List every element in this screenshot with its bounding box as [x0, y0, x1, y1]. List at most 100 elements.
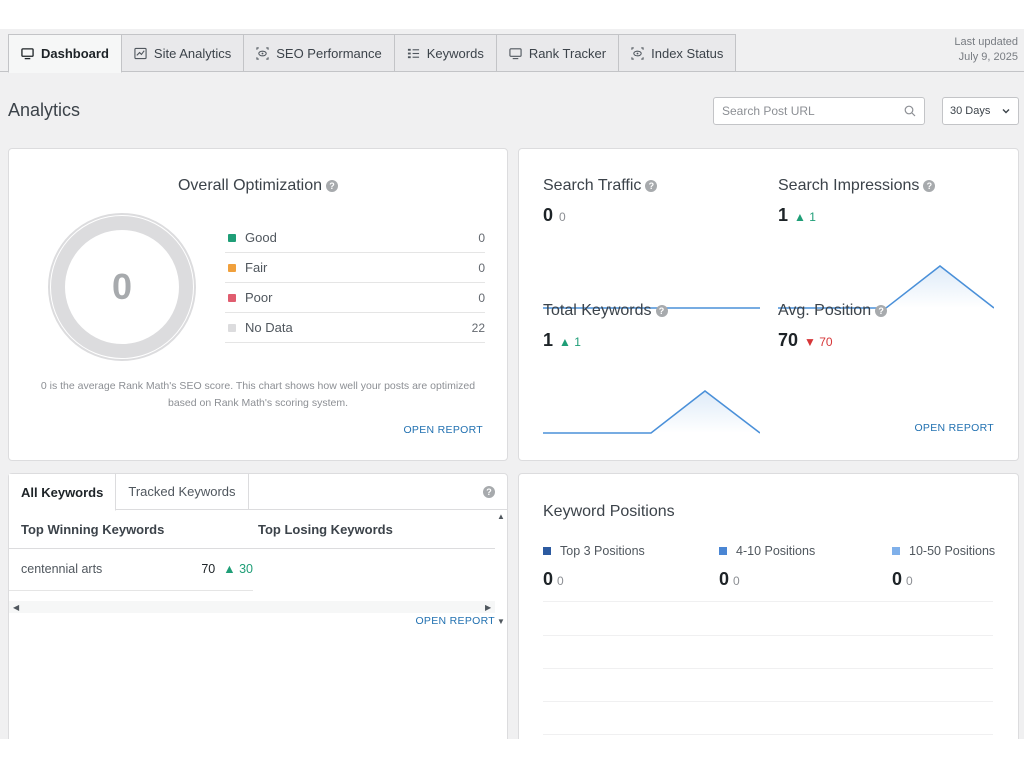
last-updated-label: Last updated	[954, 36, 1018, 48]
optimization-title-text: Overall Optimization	[177, 177, 323, 194]
eye-icon	[256, 46, 269, 60]
monitor-icon	[21, 48, 34, 60]
tab-keywords[interactable]: Keywords	[394, 34, 497, 72]
legend-swatch	[719, 547, 727, 555]
period-select[interactable]: 30 Days	[942, 97, 1019, 125]
scroll-down-icon[interactable]: ▼	[497, 617, 505, 626]
stat-value: 1	[778, 205, 789, 225]
search-box[interactable]	[713, 97, 925, 125]
stat-sub: 0	[559, 210, 566, 224]
stat-change: 1	[809, 210, 816, 224]
legend-swatch	[892, 547, 900, 555]
help-icon[interactable]: ?	[326, 179, 339, 192]
stat-total-keywords: Total Keywords? 1 ▲ 1	[543, 302, 763, 351]
legend-swatch	[228, 323, 236, 332]
horizontal-scrollbar[interactable]: ◀ ▶	[9, 601, 495, 613]
legend-item-poor: Poor 0	[225, 283, 485, 313]
stat-title: Search Traffic	[543, 177, 642, 194]
stat-value: 70	[778, 330, 799, 350]
list-icon	[407, 48, 419, 58]
score-donut	[48, 213, 196, 361]
tab-bar: Dashboard Site Analytics SEO Performance…	[0, 29, 1024, 73]
overall-optimization-card: Overall Optimization? 0 Good 0 Fair 0 Po…	[8, 148, 508, 461]
search-traffic-sparkline	[543, 307, 760, 309]
grid-line	[543, 601, 993, 602]
legend-swatch	[228, 293, 236, 302]
position-value: 0	[543, 569, 554, 589]
legend-label: 10-50 Positions	[909, 544, 996, 558]
legend-label: Fair	[245, 260, 268, 275]
stat-change-up: ▲ 1	[559, 335, 581, 349]
legend-label: Poor	[245, 290, 273, 305]
help-icon[interactable]: ?	[875, 304, 888, 317]
grid-line	[543, 734, 993, 735]
position-sub: 0	[557, 574, 564, 588]
stat-change-up: ▲ 1	[794, 210, 816, 224]
keywords-tabs: All Keywords Tracked Keywords	[9, 474, 507, 511]
help-icon[interactable]: ?	[923, 179, 936, 192]
positions-legend-10-50: 10-50 Positions	[892, 544, 995, 558]
divider	[9, 590, 253, 591]
page-title: Analytics	[8, 100, 81, 120]
tab-label: SEO Performance	[276, 45, 382, 61]
tab-rank-tracker[interactable]: Rank Tracker	[496, 34, 620, 72]
analytics-app: Dashboard Site Analytics SEO Performance…	[0, 29, 1024, 739]
search-icon[interactable]	[904, 105, 916, 117]
optimization-legend: Good 0 Fair 0 Poor 0 No Data 22	[225, 223, 485, 343]
stat-search-impressions: Search Impressions? 1 ▲ 1	[778, 177, 998, 226]
stat-title: Avg. Position	[778, 302, 872, 319]
tab-label: Index Status	[651, 45, 724, 61]
search-input[interactable]	[722, 104, 904, 118]
scroll-up-icon[interactable]: ▲	[497, 512, 505, 521]
help-icon[interactable]: ?	[645, 179, 658, 192]
keyword-change-up: ▲ 30	[223, 562, 253, 576]
grid-line	[543, 635, 993, 636]
eye-icon	[631, 46, 644, 60]
positions-title: Keyword Positions	[543, 503, 675, 520]
tab-tracked-keywords[interactable]: Tracked Keywords	[116, 474, 249, 509]
optimization-title: Overall Optimization?	[9, 177, 507, 195]
last-updated-date: July 9, 2025	[958, 51, 1018, 63]
losing-keywords-header: Top Losing Keywords	[258, 522, 393, 537]
help-icon[interactable]: ?	[655, 304, 668, 317]
legend-value: 0	[478, 230, 485, 245]
tab-all-keywords[interactable]: All Keywords	[9, 474, 117, 511]
chart-line-icon	[134, 47, 147, 59]
position-sub: 0	[733, 574, 740, 588]
legend-label: No Data	[245, 320, 293, 335]
scroll-left-icon[interactable]: ◀	[13, 603, 20, 612]
vertical-scrollbar[interactable]: ▲ ▼	[495, 510, 507, 628]
legend-label: Top 3 Positions	[560, 544, 645, 558]
tab-label: Rank Tracker	[528, 45, 607, 61]
legend-item-no-data: No Data 22	[225, 313, 485, 343]
chevron-down-icon	[1002, 109, 1010, 114]
tab-seo-performance[interactable]: SEO Performance	[244, 34, 395, 72]
help-icon[interactable]: ?	[483, 486, 495, 498]
open-report-link[interactable]: OPEN REPORT	[415, 615, 495, 627]
scroll-right-icon[interactable]: ▶	[485, 603, 492, 612]
tab-site-analytics[interactable]: Site Analytics	[121, 34, 245, 72]
stat-change: 70	[819, 335, 833, 349]
stat-value: 0	[543, 205, 554, 225]
table-row[interactable]: centennial arts 70 ▲ 30	[21, 562, 253, 576]
position-value: 0	[719, 569, 730, 589]
tab-index-status[interactable]: Index Status	[619, 34, 737, 72]
legend-item-fair: Fair 0	[225, 253, 485, 283]
positions-legend-top3: Top 3 Positions	[543, 544, 645, 558]
stat-change-down: ▼ 70	[804, 335, 833, 349]
open-report-link[interactable]: OPEN REPORT	[403, 424, 483, 436]
keywords-table-header: Top Winning Keywords Top Losing Keywords	[21, 522, 495, 537]
open-report-link[interactable]: OPEN REPORT	[914, 422, 994, 434]
stat-change: 1	[574, 335, 581, 349]
stat-title: Total Keywords	[543, 302, 652, 319]
tab-dashboard[interactable]: Dashboard	[8, 34, 122, 73]
keyword-change: 30	[239, 562, 253, 576]
total-keywords-sparkline	[543, 390, 760, 434]
score-value: 0	[111, 266, 133, 307]
stat-value: 1	[543, 330, 554, 350]
last-updated: Last updated July 9, 2025	[954, 35, 1018, 65]
